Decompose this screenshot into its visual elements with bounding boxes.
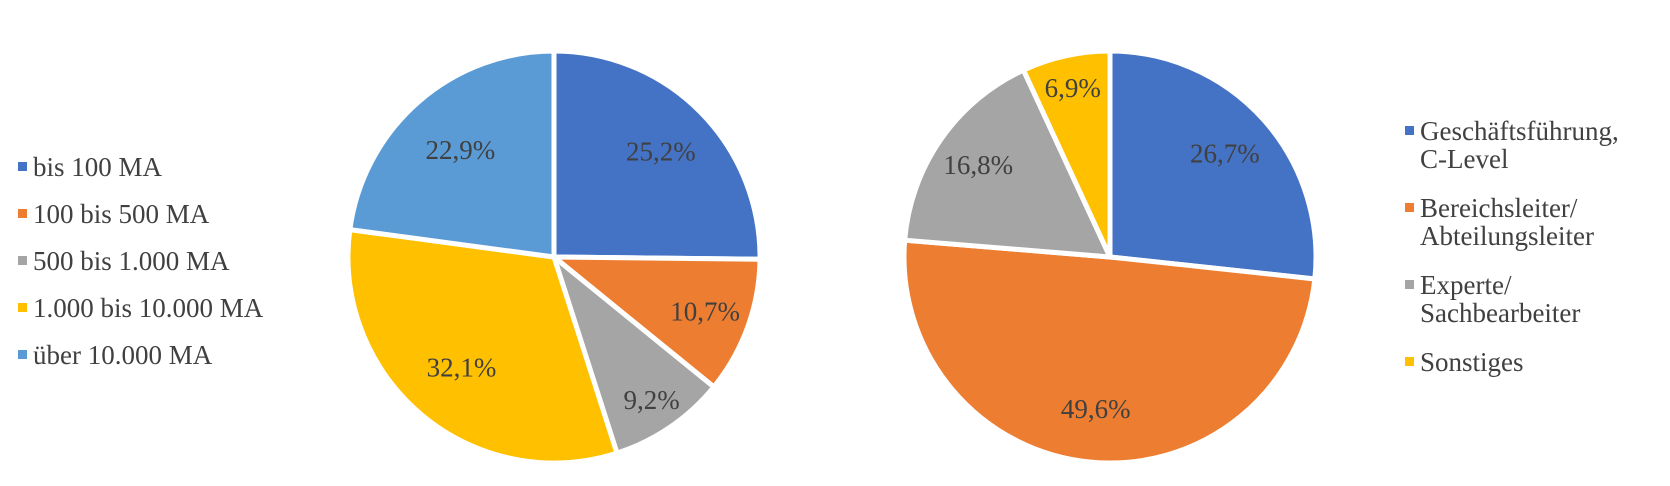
legend-label: bis 100 MA: [33, 152, 163, 182]
pie-value-label-500-bis-1-000-ma: 9,2%: [623, 385, 679, 415]
legend-item-über-10-000-ma: über 10.000 MA: [18, 341, 263, 369]
legend-label: Bereichsleiter/Abteilungsleiter: [1420, 193, 1594, 251]
pie-value-label-über-10-000-ma: 22,9%: [426, 135, 496, 165]
pie-slice-1-000-bis-10-000-ma: [345, 226, 621, 466]
legend-color-swatch-icon: [18, 303, 27, 312]
legend-color-swatch-icon: [1405, 357, 1414, 366]
pie-chart-company-size: 25,2% 10,7% 9,2% 32,1% 22,9%: [345, 48, 763, 466]
pie-value-label-experte-sachbearbeiter: 16,8%: [943, 150, 1013, 180]
legend-label: 100 bis 500 MA: [33, 199, 210, 229]
legend-item-100-bis-500-ma: 100 bis 500 MA: [18, 200, 263, 228]
legend-item-geschäftsführung-c-level: Geschäftsführung, C-Level: [1405, 117, 1647, 173]
legend-color-swatch-icon: [18, 209, 27, 218]
pie-slice-bis-100-ma: [551, 48, 763, 262]
legend-color-swatch-icon: [18, 256, 27, 265]
pie-chart-position: 26,7% 49,6% 16,8% 6,9%: [901, 48, 1319, 466]
legend-item-sonstiges: Sonstiges: [1405, 348, 1647, 376]
pie-slice-geschäftsführung-c-level: [1107, 48, 1319, 282]
legend-color-swatch-icon: [18, 162, 27, 171]
legend-label: 500 bis 1.000 MA: [33, 246, 230, 276]
pie-value-label-sonstiges: 6,9%: [1045, 73, 1101, 103]
legend-company-size: bis 100 MA 100 bis 500 MA 500 bis 1.000 MA…: [18, 153, 263, 369]
legend-color-swatch-icon: [1405, 126, 1414, 135]
legend-color-swatch-icon: [18, 350, 27, 359]
pie-slice-500-bis-1-000-ma: [549, 249, 718, 457]
legend-label: über 10.000 MA: [33, 340, 213, 370]
pie-value-label-bis-100-ma: 25,2%: [626, 136, 696, 166]
pie-slice-sonstiges: [1020, 48, 1113, 259]
legend-item-experte-sachbearbeiter: Experte/Sachbearbeiter: [1405, 271, 1647, 327]
legend-item-bereichsleiter-abteilungsleiter: Bereichsleiter/Abteilungsleiter: [1405, 194, 1647, 250]
pie-slice-über-10-000-ma: [347, 48, 557, 260]
legend-item-1-000-bis-10-000-ma: 1.000 bis 10.000 MA: [18, 294, 263, 322]
legend-color-swatch-icon: [1405, 280, 1414, 289]
pie-value-label-geschäftsführung-c-level: 26,7%: [1190, 139, 1260, 169]
legend-label: Geschäftsführung, C-Level: [1420, 116, 1619, 174]
legend-position: Geschäftsführung, C-Level Bereichsleiter/…: [1405, 117, 1647, 376]
legend-item-500-bis-1-000-ma: 500 bis 1.000 MA: [18, 247, 263, 275]
legend-label: Experte/Sachbearbeiter: [1420, 270, 1581, 328]
pie-slice-100-bis-500-ma: [546, 254, 763, 391]
legend-color-swatch-icon: [1405, 203, 1414, 212]
pie-value-label-1-000-bis-10-000-ma: 32,1%: [427, 353, 497, 383]
legend-item-bis-100-ma: bis 100 MA: [18, 153, 263, 181]
pie-value-label-100-bis-500-ma: 10,7%: [670, 297, 740, 327]
pie-slice-bereichsleiter-abteilungsleiter: [901, 237, 1318, 466]
legend-label: Sonstiges: [1420, 347, 1524, 377]
pie-value-label-bereichsleiter-abteilungsleiter: 49,6%: [1061, 394, 1131, 424]
legend-label: 1.000 bis 10.000 MA: [33, 293, 264, 323]
pie-slice-experte-sachbearbeiter: [901, 66, 1115, 260]
